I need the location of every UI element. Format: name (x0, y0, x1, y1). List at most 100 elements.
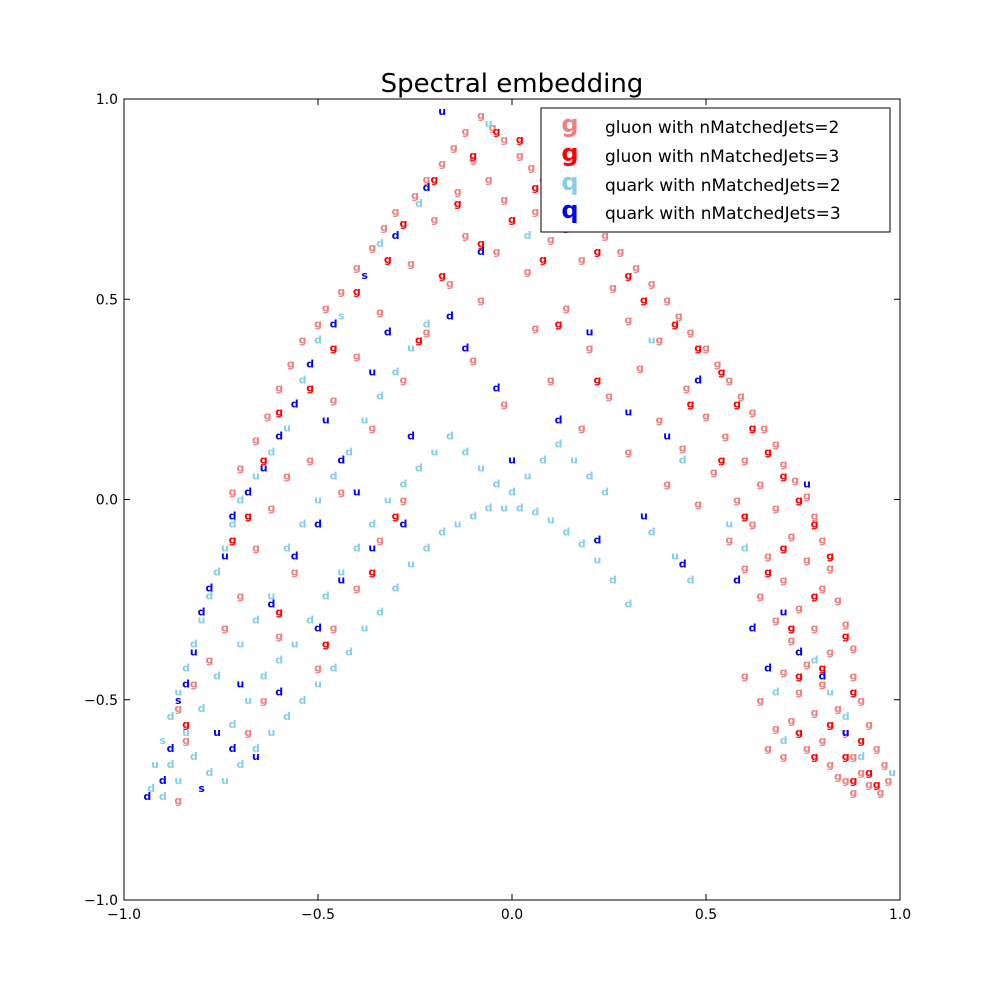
data-point: d (531, 506, 539, 519)
data-point: g (322, 638, 330, 651)
legend-glyph-gluon-3: g (561, 139, 578, 167)
data-point: g (450, 141, 458, 154)
legend-glyph-quark-3: q (561, 196, 578, 224)
data-point: g (252, 542, 260, 555)
data-point: g (287, 357, 295, 370)
data-point: d (345, 445, 353, 458)
data-point: d (399, 478, 407, 491)
data-point: d (376, 389, 384, 402)
data-point: u (314, 678, 322, 691)
x-tick-label: 0.0 (501, 907, 523, 923)
data-point: g (399, 217, 407, 230)
data-point: g (873, 778, 881, 791)
data-point: u (291, 638, 299, 651)
data-point: g (741, 562, 749, 575)
data-point: u (640, 510, 648, 523)
data-point: g (299, 333, 307, 346)
data-point: g (749, 405, 757, 418)
data-point: u (361, 622, 369, 635)
data-point: u (213, 726, 221, 739)
data-point: g (648, 277, 656, 290)
data-point: d (236, 758, 244, 771)
data-point: d (205, 582, 213, 595)
data-point: g (330, 622, 338, 635)
data-point: d (283, 542, 291, 555)
data-point: d (376, 237, 384, 250)
data-point: g (446, 277, 454, 290)
data-point: g (834, 594, 842, 607)
data-point: g (795, 726, 803, 739)
data-point: g (555, 317, 563, 330)
data-point: d (205, 590, 213, 603)
data-point: d (477, 245, 485, 258)
data-point: g (236, 590, 244, 603)
data-point: d (229, 742, 237, 755)
data-point: d (147, 782, 155, 795)
data-point: d (260, 670, 268, 683)
data-point: g (283, 470, 291, 483)
data-point: u (368, 365, 376, 378)
data-point: d (648, 526, 656, 539)
data-point: g (605, 389, 613, 402)
data-point: g (834, 702, 842, 715)
data-point: g (547, 373, 555, 386)
data-point: g (182, 734, 190, 747)
data-point: d (578, 538, 586, 551)
data-point: g (182, 718, 190, 731)
data-point: g (438, 269, 446, 282)
data-point: d (306, 614, 314, 627)
data-point: d (236, 494, 244, 507)
data-point: g (842, 750, 850, 763)
data-point: g (873, 742, 881, 755)
data-point: g (205, 654, 213, 667)
data-point: g (733, 494, 741, 507)
legend-label-gluon-3: gluon with nMatchedJets=3 (605, 147, 839, 167)
data-point: g (756, 590, 764, 603)
data-point: u (337, 574, 345, 587)
data-point: g (877, 786, 885, 799)
data-point: g (438, 157, 446, 170)
data-point: u (586, 325, 594, 338)
data-point: d (190, 750, 198, 763)
data-point: u (663, 429, 671, 442)
data-point: d (143, 790, 151, 803)
data-point: d (586, 470, 594, 483)
data-point: u (221, 542, 229, 555)
data-point: u (671, 550, 679, 563)
x-tick-label: −0.5 (301, 907, 335, 923)
legend: g gluon with nMatchedJets=2 g gluon with… (540, 107, 891, 233)
data-point: g (818, 734, 826, 747)
data-point: d (795, 646, 803, 659)
data-point: g (811, 750, 819, 763)
data-point: g (826, 550, 834, 563)
data-point: g (500, 193, 508, 206)
data-point: g (826, 758, 834, 771)
data-point: g (865, 778, 873, 791)
data-point: s (338, 309, 345, 322)
data-point: g (376, 305, 384, 318)
data-point: g (380, 221, 388, 234)
data-point: d (392, 229, 400, 242)
data-point: g (423, 325, 431, 338)
data-point: g (764, 566, 772, 579)
data-point: g (764, 742, 772, 755)
data-point: g (190, 678, 198, 691)
legend-glyph-gluon-2: g (561, 110, 578, 138)
x-tick-label: 1.0 (889, 907, 911, 923)
data-point: g (787, 714, 795, 727)
data-point: g (562, 301, 570, 314)
data-point: g (275, 630, 283, 643)
data-point: g (787, 622, 795, 635)
data-point: g (531, 205, 539, 218)
data-point: g (314, 662, 322, 675)
data-point: u (190, 646, 198, 659)
data-point: g (407, 257, 415, 270)
data-point: g (772, 614, 780, 627)
data-point: g (252, 433, 260, 446)
data-point: g (811, 518, 819, 531)
data-point: d (679, 558, 687, 571)
data-point: g (384, 253, 392, 266)
data-point: g (849, 686, 857, 699)
data-point: g (671, 317, 679, 330)
